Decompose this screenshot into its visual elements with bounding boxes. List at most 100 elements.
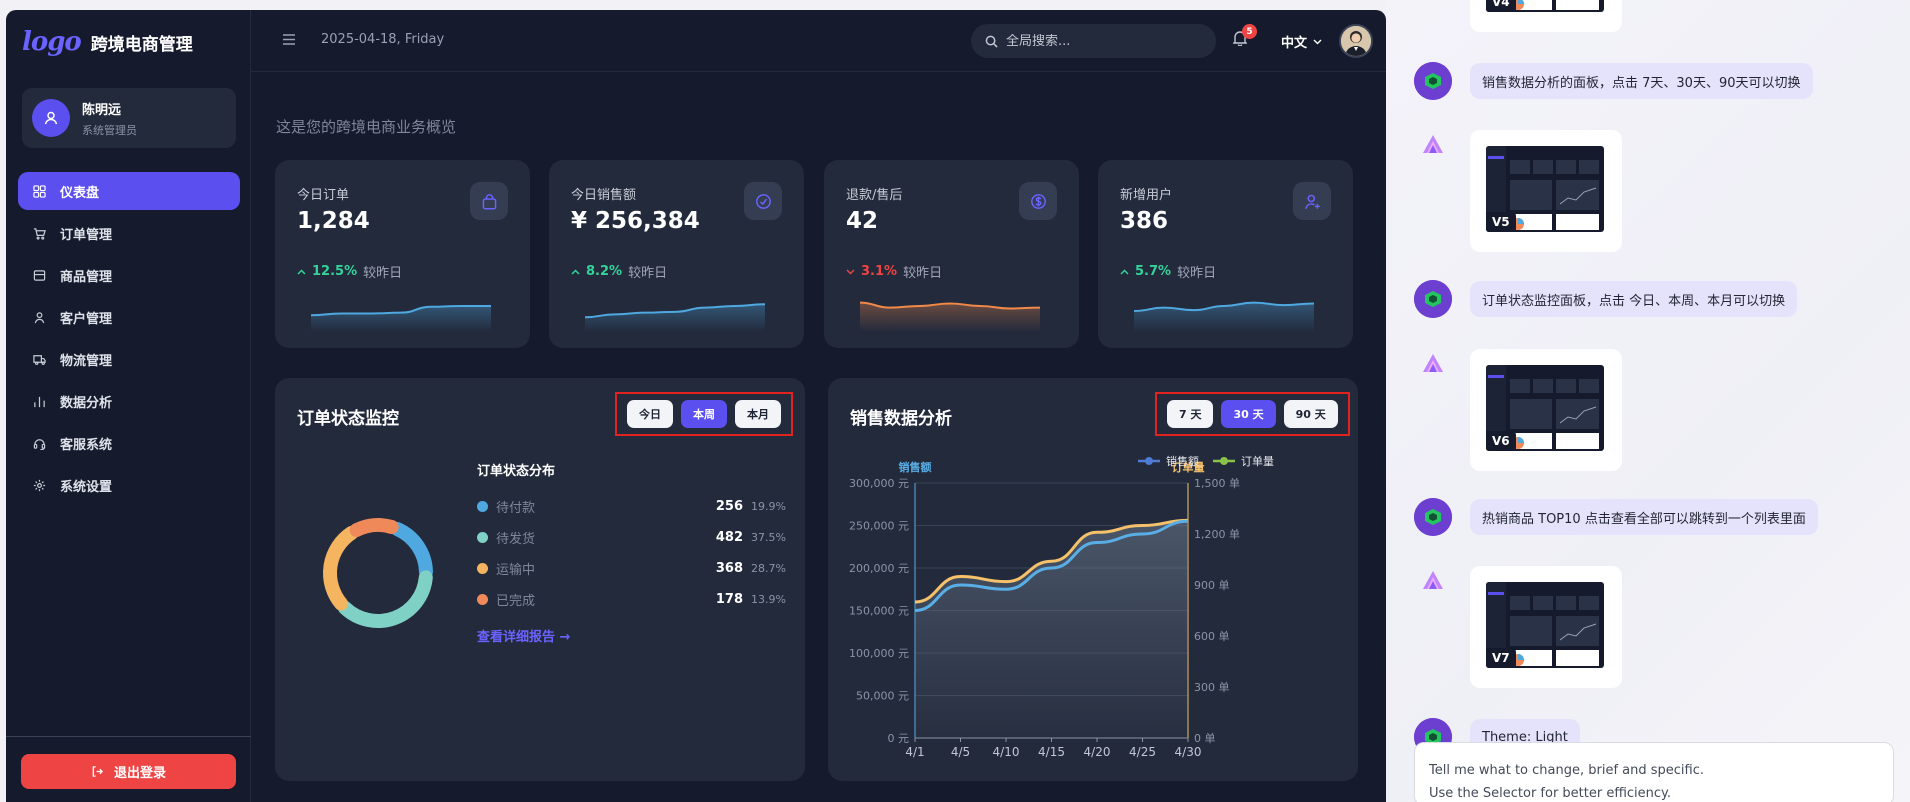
version-tag: V5 [1486, 212, 1516, 232]
y-right-tick: 300 单 [1194, 681, 1230, 694]
version-thumbnail[interactable]: V6 [1470, 349, 1622, 471]
trend-percent: 5.7% [1135, 264, 1172, 279]
store-icon [32, 268, 46, 282]
sidebar-item-label: 客户管理 [60, 311, 113, 327]
tab-0[interactable]: 7 天 [1167, 400, 1214, 428]
sparkline [860, 301, 1040, 332]
trend-percent: 3.1% [861, 264, 898, 279]
current-date: 2025-04-18, Friday [321, 32, 445, 47]
sparkline-area [860, 302, 1040, 332]
trend-up-icon [297, 264, 306, 279]
sidebar-item-6[interactable]: 客服系统 [18, 424, 240, 462]
y-left-tick: 0 元 [888, 732, 910, 745]
dashboard-icon [32, 184, 46, 198]
version-thumbnail[interactable]: V7 [1470, 566, 1622, 688]
logout-button[interactable]: 退出登录 [21, 754, 236, 789]
sidebar-item-2[interactable]: 商品管理 [18, 256, 240, 294]
legend-dot [477, 593, 488, 605]
trend-up-icon [571, 264, 580, 279]
chat-composer[interactable]: Tell me what to change, brief and specif… [1414, 742, 1894, 802]
status-name: 已完成 [496, 593, 536, 609]
x-tick-label: 4/10 [993, 745, 1020, 759]
legend-item[interactable]: 订单量 [1213, 455, 1274, 468]
legend-item[interactable]: 销售额 [1138, 454, 1199, 468]
search-icon [985, 35, 998, 48]
page-subtitle: 这是您的跨境电商业务概览 [276, 118, 457, 136]
sparkline-area [585, 304, 765, 332]
series-line-sales [914, 519, 1189, 612]
check-circle-icon [744, 182, 782, 220]
version-thumbnail[interactable]: V5 [1470, 130, 1622, 252]
tab-1[interactable]: 本周 [681, 400, 727, 428]
y-right-tick: 1,200 单 [1194, 528, 1240, 541]
stat-value: 1,284 [297, 208, 370, 234]
y-right-tick: 1,500 单 [1194, 477, 1240, 490]
gear-icon [32, 478, 46, 492]
y-left-tick: 150,000 元 [849, 605, 909, 618]
agent-logo-icon [1420, 351, 1446, 377]
sidebar-item-1[interactable]: 订单管理 [18, 214, 240, 252]
thumbnail-preview: V6 [1486, 365, 1604, 451]
sales-range-tabs: 7 天 30 天 90 天 [1155, 392, 1350, 436]
status-name: 待发货 [496, 531, 536, 547]
status-percent: 13.9% [751, 592, 786, 606]
logout-icon [92, 766, 104, 777]
bag-icon [470, 182, 508, 220]
global-search[interactable] [971, 24, 1216, 58]
status-percent: 28.7% [751, 561, 786, 575]
truck-icon [32, 352, 46, 366]
logo: logo [22, 27, 82, 57]
sidebar-item-5[interactable]: 数据分析 [18, 382, 240, 420]
dashboard-window: logo 跨境电商管理 陈明远 系统管理员 仪表盘订单管理商品管理客户管理物流管… [6, 10, 1386, 802]
stat-trend: 5.7% 较昨日 [1120, 262, 1216, 281]
distribution-row: 运输中 368 28.7% [477, 558, 787, 578]
tab-0[interactable]: 今日 [627, 400, 673, 428]
donut-slice[interactable] [349, 518, 399, 538]
profile-avatar[interactable] [1339, 24, 1373, 58]
status-percent: 37.5% [751, 530, 786, 544]
sparkline [311, 304, 491, 332]
tab-2[interactable]: 90 天 [1283, 400, 1338, 428]
legend-dot [477, 562, 488, 574]
user-name: 陈明远 [82, 102, 122, 118]
stat-card-3[interactable]: 新增用户 386 5.7% 较昨日 [1098, 160, 1353, 348]
y-right-title: 订单量 [1172, 460, 1205, 474]
chat-message: 热销商品 TOP10 点击查看全部可以跳转到一个列表里面 [1470, 499, 1818, 535]
notification-button[interactable]: 5 [1232, 24, 1257, 50]
status-name: 运输中 [496, 562, 536, 578]
tab-2[interactable]: 本月 [735, 400, 781, 428]
version-tag: V4 [1486, 0, 1516, 12]
search-input[interactable] [1006, 33, 1196, 49]
stat-card-0[interactable]: 今日订单 1,284 12.5% 较昨日 [275, 160, 530, 348]
trend-compare: 较昨日 [363, 266, 403, 281]
stat-trend: 3.1% 较昨日 [846, 262, 942, 281]
stat-trend: 12.5% 较昨日 [297, 262, 402, 281]
version-tag: V7 [1486, 648, 1516, 668]
sidebar-item-7[interactable]: 系统设置 [18, 466, 240, 504]
legend-label: 销售额 [1166, 454, 1199, 468]
y-left-tick: 200,000 元 [849, 562, 909, 575]
detail-report-link[interactable]: 查看详细报告 → [477, 626, 570, 645]
donut-slice[interactable] [390, 521, 433, 579]
user-card[interactable]: 陈明远 系统管理员 [22, 88, 236, 148]
menu-icon[interactable] [283, 34, 295, 45]
sidebar-item-3[interactable]: 客户管理 [18, 298, 240, 336]
language-select[interactable]: 中文 [1281, 32, 1322, 51]
legend-dot [477, 531, 488, 543]
sparkline-line [1134, 301, 1314, 312]
sidebar-item-0[interactable]: 仪表盘 [18, 172, 240, 210]
order-status-title: 订单状态监控 [297, 409, 399, 429]
detail-report-label: 查看详细报告 [477, 630, 556, 645]
donut-slice[interactable] [337, 570, 433, 628]
version-thumbnail[interactable]: V4 [1470, 0, 1622, 32]
stat-card-1[interactable]: 今日销售额 ¥ 256,384 8.2% 较昨日 [549, 160, 804, 348]
logo-row[interactable]: logo 跨境电商管理 [22, 26, 193, 58]
sparkline-line [860, 301, 1040, 310]
tab-1[interactable]: 30 天 [1221, 400, 1276, 428]
donut-slice[interactable] [323, 525, 359, 611]
top-bar: 2025-04-18, Friday 5 中文 [251, 10, 1386, 72]
stat-card-2[interactable]: 退款/售后 42 3.1% 较昨日 [824, 160, 1079, 348]
app-title: 跨境电商管理 [90, 34, 193, 55]
composer-hint-1: Tell me what to change, brief and specif… [1429, 763, 1704, 778]
sidebar-item-4[interactable]: 物流管理 [18, 340, 240, 378]
